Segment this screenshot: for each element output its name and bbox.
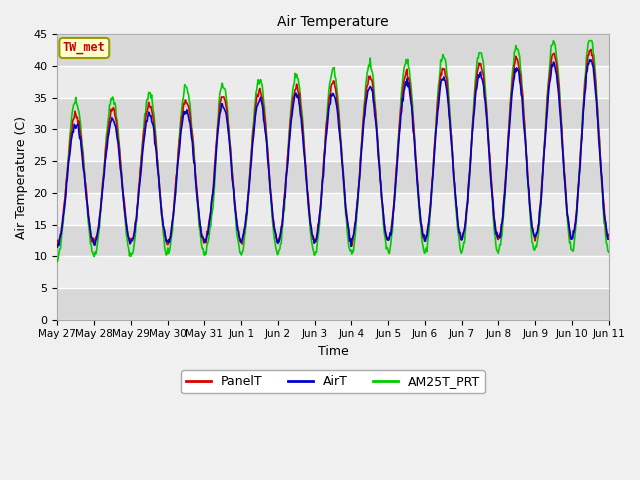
Bar — [58, 288, 609, 320]
PanelT — [587, 47, 595, 52]
Title: Air Temperature: Air Temperature — [277, 15, 389, 29]
AM25T_PRT — [605, 249, 612, 255]
Bar — [58, 161, 609, 193]
AirT — [120, 204, 128, 210]
AirT — [416, 209, 424, 215]
Text: TW_met: TW_met — [63, 41, 106, 54]
AM25T_PRT — [63, 167, 71, 173]
Bar — [58, 66, 609, 98]
Bar — [58, 256, 609, 288]
AirT — [586, 57, 593, 63]
PanelT — [54, 238, 61, 243]
Line: AirT: AirT — [58, 60, 609, 247]
Line: PanelT: PanelT — [58, 49, 609, 246]
PanelT — [205, 217, 213, 223]
PanelT — [417, 219, 424, 225]
AM25T_PRT — [176, 125, 184, 131]
AM25T_PRT — [120, 202, 128, 207]
AirT — [605, 236, 612, 242]
Bar — [58, 98, 609, 130]
Legend: PanelT, AirT, AM25T_PRT: PanelT, AirT, AM25T_PRT — [181, 371, 485, 394]
AirT — [63, 175, 71, 180]
PanelT — [63, 168, 71, 174]
PanelT — [348, 243, 356, 249]
AirT — [400, 88, 408, 94]
Bar — [58, 225, 609, 256]
AM25T_PRT — [54, 259, 61, 264]
AirT — [54, 244, 61, 250]
AM25T_PRT — [416, 218, 424, 224]
Bar — [58, 193, 609, 225]
Y-axis label: Air Temperature (C): Air Temperature (C) — [15, 116, 28, 239]
Bar — [58, 130, 609, 161]
Line: AM25T_PRT: AM25T_PRT — [58, 41, 609, 262]
PanelT — [401, 75, 408, 81]
AM25T_PRT — [205, 232, 213, 238]
AirT — [176, 140, 184, 146]
PanelT — [176, 133, 184, 139]
PanelT — [120, 197, 128, 203]
AM25T_PRT — [586, 38, 593, 44]
AM25T_PRT — [400, 66, 408, 72]
Bar — [58, 35, 609, 66]
PanelT — [605, 231, 612, 237]
AirT — [205, 220, 213, 226]
X-axis label: Time: Time — [317, 345, 348, 358]
